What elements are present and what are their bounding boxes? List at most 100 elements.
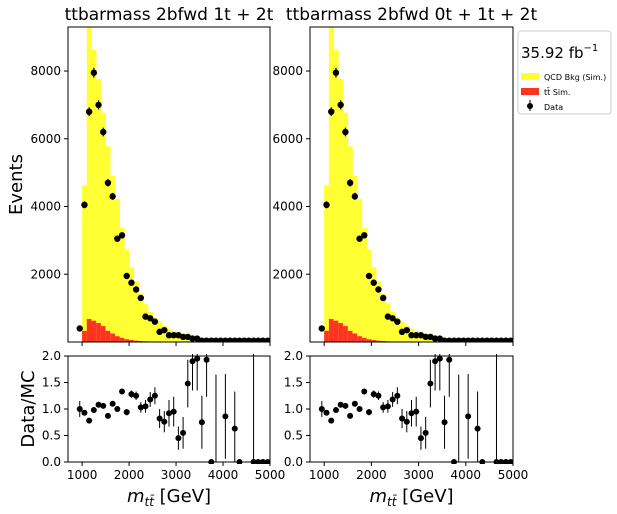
- ratio-point: [194, 355, 201, 362]
- legend-swatch-ttbar: [521, 88, 539, 95]
- data-point: [413, 332, 420, 339]
- ratio-point: [81, 409, 88, 416]
- ratio-point: [95, 401, 102, 408]
- x-axis-label: mtt̄ [GeV]: [369, 486, 453, 509]
- main-ytick-label: 6000: [30, 132, 61, 146]
- data-point: [90, 69, 98, 76]
- data-point: [264, 337, 270, 342]
- qcd-bar: [394, 317, 400, 342]
- data-point: [137, 294, 145, 302]
- xtick-label: 5000: [255, 468, 286, 482]
- ratio-point: [370, 391, 377, 398]
- qcd-bar: [390, 312, 396, 342]
- ratio-point: [323, 409, 330, 416]
- ratio-ytick-label: 1.5: [42, 376, 61, 390]
- ratio-point: [142, 403, 149, 410]
- data-point: [332, 69, 340, 76]
- ratio-ytick-label: 2.0: [284, 349, 303, 363]
- main-ytick-label: 4000: [272, 200, 303, 214]
- ttbar-bar: [119, 337, 125, 342]
- qcd-bar: [129, 267, 135, 342]
- qcd-bar: [138, 293, 144, 342]
- ratio-point: [222, 413, 229, 420]
- data-point: [337, 101, 344, 109]
- data-point: [179, 333, 187, 341]
- ttbar-bar: [133, 340, 139, 342]
- panel-1: 2000 4000 6000 8000 0.0 0.5 1.0 1.5 2.0 1000 2000 3…: [6, 5, 285, 509]
- xtick-label: 2000: [356, 468, 387, 482]
- data-point: [151, 318, 159, 325]
- data-point: [76, 325, 83, 332]
- xtick-label: 4000: [451, 468, 482, 482]
- ttbar-bar: [324, 330, 330, 342]
- qcd-bar: [347, 146, 353, 342]
- xtick-label: 1000: [309, 468, 340, 482]
- data-point: [118, 232, 126, 239]
- ratio-point: [180, 429, 187, 436]
- qcd-bar: [404, 325, 410, 342]
- qcd-bar: [133, 281, 139, 342]
- data-point: [379, 294, 387, 302]
- histogram-group: [318, 27, 513, 342]
- ratio-axis-label: Data/MC: [18, 370, 39, 447]
- ratio-point: [104, 412, 111, 419]
- qcd-bar: [324, 185, 330, 342]
- data-point: [507, 337, 513, 342]
- panel-title: ttbarmass 2bfwd 0t + 1t + 2t: [286, 5, 538, 25]
- ratio-ytick-label: 0.0: [42, 455, 61, 469]
- data-point: [100, 128, 107, 136]
- xtick-label: 5000: [498, 468, 529, 482]
- qcd-bar: [119, 227, 125, 342]
- ratio-point: [361, 388, 368, 395]
- panel-title: ttbarmass 2bfwd 1t + 2t: [65, 5, 274, 25]
- ratio-point: [76, 406, 83, 412]
- data-point: [114, 235, 121, 242]
- ratio-point: [198, 419, 205, 426]
- ratio-point: [417, 435, 424, 442]
- data-point: [95, 101, 102, 109]
- ratio-point: [133, 392, 140, 399]
- data-point: [189, 335, 196, 342]
- qcd-bar: [114, 199, 120, 342]
- ratio-ytick-label: 2.0: [42, 349, 61, 363]
- qcd-bar: [105, 146, 111, 342]
- ttbar-bar: [380, 340, 386, 342]
- ratio-point: [432, 358, 439, 365]
- ratio-ytick-label: 1.0: [42, 402, 61, 416]
- ratio-point: [328, 417, 335, 424]
- main-ytick-label: 8000: [272, 64, 303, 78]
- ttbar-bar: [361, 337, 367, 342]
- ttbar-bar: [82, 330, 88, 342]
- xtick-label: 1000: [67, 468, 98, 482]
- ratio-point: [161, 418, 168, 425]
- ratio-point: [399, 415, 406, 422]
- ratio-ytick-label: 0.5: [284, 429, 303, 443]
- legend-lumi: 35.92 fb−1: [521, 43, 598, 62]
- qcd-bar: [143, 304, 149, 342]
- xtick-label: 2000: [114, 468, 145, 482]
- data-point: [123, 272, 130, 280]
- ratio-point: [175, 435, 182, 442]
- qcd-bar: [343, 112, 349, 342]
- ratio-point: [128, 391, 135, 398]
- ttbar-bar: [347, 330, 353, 342]
- legend-box: [517, 30, 612, 115]
- ratio-point: [351, 400, 358, 407]
- y-axis-label: Events: [6, 154, 27, 215]
- ratio-point: [347, 412, 354, 419]
- qcd-bar: [96, 79, 102, 342]
- ttbar-bar: [338, 323, 344, 342]
- qcd-bar: [385, 304, 391, 342]
- xtick-label: 3000: [403, 468, 434, 482]
- qcd-bar: [86, 27, 92, 342]
- ratio-point: [332, 407, 339, 414]
- qcd-bar: [352, 176, 358, 342]
- ratio-point: [156, 415, 163, 422]
- qcd-bar: [376, 281, 382, 342]
- data-point: [370, 279, 377, 286]
- ttbar-bar: [105, 330, 111, 342]
- ratio-point: [408, 410, 415, 417]
- legend-label-ttbar: tt̄ Sim.: [544, 87, 570, 97]
- ratio-point: [231, 425, 238, 432]
- ratio-point: [380, 404, 387, 411]
